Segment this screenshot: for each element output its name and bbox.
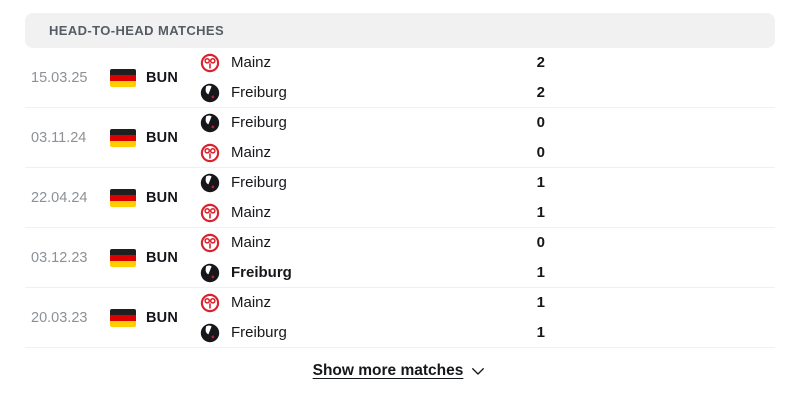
league-label: BUN — [146, 309, 179, 326]
team-name: Freiburg — [231, 84, 287, 101]
match-date: 15.03.25 — [31, 69, 88, 86]
team-line: Freiburg 1 — [200, 322, 545, 344]
mainz-logo — [200, 53, 220, 73]
mainz-logo — [200, 293, 220, 313]
mainz-logo — [200, 233, 220, 253]
match-date: 03.11.24 — [31, 129, 87, 146]
team-score: 2 — [536, 54, 545, 71]
team-name: Mainz — [231, 204, 272, 221]
head-to-head-widget: HEAD-TO-HEAD MATCHES 15.03.25 BUN Mainz … — [25, 13, 775, 394]
teams-block: Mainz 1 Freiburg 1 — [190, 292, 545, 344]
mainz-logo — [200, 143, 220, 163]
team-name: Freiburg — [231, 114, 287, 131]
team-line: Freiburg 2 — [200, 82, 545, 104]
match-date: 03.12.23 — [31, 249, 88, 266]
match-row[interactable]: 03.12.23 BUN Mainz 0 Freiburg 1 — [25, 228, 775, 288]
team-name: Freiburg — [231, 174, 287, 191]
section-header: HEAD-TO-HEAD MATCHES — [25, 13, 775, 48]
germany-flag-icon — [110, 128, 136, 147]
team-name: Freiburg — [231, 264, 292, 281]
germany-flag-icon — [110, 68, 136, 87]
team-score: 1 — [536, 294, 545, 311]
team-line: Mainz 1 — [200, 292, 545, 314]
teams-block: Mainz 0 Freiburg 1 — [190, 232, 545, 284]
germany-flag-icon — [110, 188, 136, 207]
team-line: Mainz 0 — [200, 142, 545, 164]
match-date: 22.04.24 — [31, 189, 88, 206]
team-score: 0 — [536, 144, 545, 161]
team-score: 1 — [536, 264, 545, 281]
team-name: Freiburg — [231, 324, 287, 341]
team-score: 1 — [536, 204, 545, 221]
germany-flag-icon — [110, 248, 136, 267]
team-name: Mainz — [231, 144, 272, 161]
chevron-down-icon — [472, 368, 485, 375]
team-line: Freiburg 1 — [200, 262, 545, 284]
teams-block: Freiburg 1 Mainz 1 — [190, 172, 545, 224]
footer: Show more matches — [25, 348, 775, 394]
match-row[interactable]: 20.03.23 BUN Mainz 1 Freiburg 1 — [25, 288, 775, 348]
section-title: HEAD-TO-HEAD MATCHES — [49, 23, 225, 38]
matches-list: 15.03.25 BUN Mainz 2 Freiburg 2 03.11.24… — [25, 48, 775, 348]
team-line: Mainz 0 — [200, 232, 545, 254]
match-date: 20.03.23 — [31, 309, 88, 326]
match-row[interactable]: 15.03.25 BUN Mainz 2 Freiburg 2 — [25, 48, 775, 108]
team-name: Mainz — [231, 54, 272, 71]
match-row[interactable]: 22.04.24 BUN Freiburg 1 Mainz 1 — [25, 168, 775, 228]
team-line: Mainz 1 — [200, 202, 545, 224]
match-row[interactable]: 03.11.24 BUN Freiburg 0 Mainz 0 — [25, 108, 775, 168]
league-label: BUN — [146, 249, 179, 266]
freiburg-logo — [200, 83, 220, 103]
team-score: 0 — [536, 234, 545, 251]
teams-block: Mainz 2 Freiburg 2 — [190, 52, 545, 104]
team-score: 0 — [536, 114, 545, 131]
team-line: Mainz 2 — [200, 52, 545, 74]
team-score: 2 — [536, 84, 545, 101]
freiburg-logo — [200, 113, 220, 133]
team-score: 1 — [536, 324, 545, 341]
freiburg-logo — [200, 323, 220, 343]
show-more-button[interactable]: Show more matches — [313, 362, 488, 380]
league-label: BUN — [146, 189, 179, 206]
freiburg-logo — [200, 263, 220, 283]
team-name: Mainz — [231, 234, 272, 251]
league-label: BUN — [146, 129, 179, 146]
team-line: Freiburg 0 — [200, 112, 545, 134]
team-score: 1 — [536, 174, 545, 191]
league-label: BUN — [146, 69, 179, 86]
teams-block: Freiburg 0 Mainz 0 — [190, 112, 545, 164]
team-name: Mainz — [231, 294, 272, 311]
freiburg-logo — [200, 173, 220, 193]
show-more-label: Show more matches — [312, 362, 464, 379]
germany-flag-icon — [110, 308, 136, 327]
mainz-logo — [200, 203, 220, 223]
team-line: Freiburg 1 — [200, 172, 545, 194]
